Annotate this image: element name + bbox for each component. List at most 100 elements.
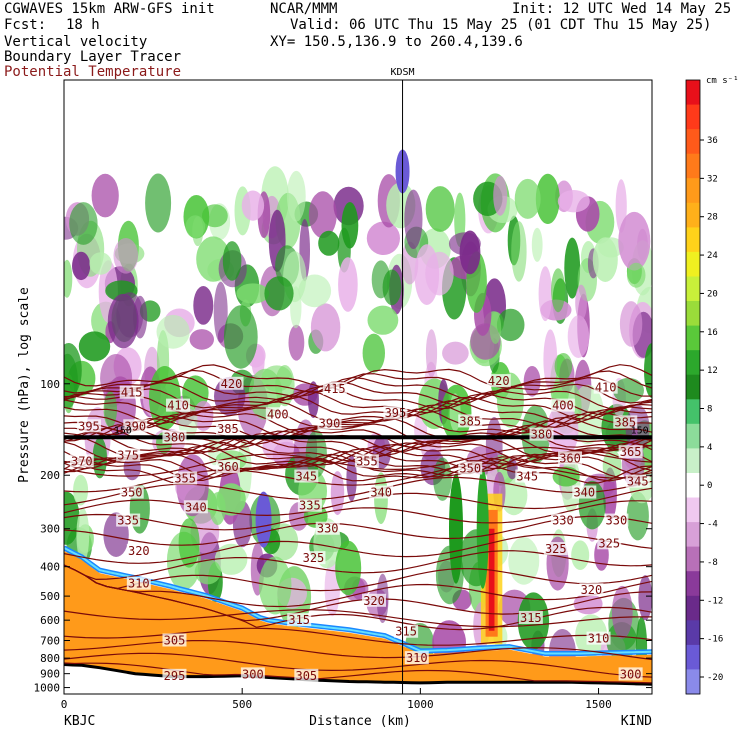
- theta-label-bg: [597, 536, 622, 550]
- forecast-label: Fcst:: [4, 17, 47, 33]
- theta-label-bg: [162, 430, 187, 444]
- velocity-cell: [425, 329, 438, 378]
- velocity-cell: [318, 230, 340, 256]
- bl-fringe-cyan: [64, 547, 652, 655]
- theta-label: 325: [598, 536, 620, 550]
- theta-label: 355: [356, 454, 378, 468]
- colorbar-segment: [686, 620, 700, 646]
- theta-label-bg: [579, 583, 604, 597]
- theta-label-bg: [586, 631, 611, 645]
- colorbar-segment: [686, 80, 700, 106]
- velocity-cell: [493, 175, 508, 216]
- theta-label-bg: [593, 380, 618, 394]
- colorbar-segment: [686, 571, 700, 597]
- theta-label-bg: [116, 513, 141, 527]
- colorbar-segment: [686, 669, 700, 695]
- colorbar-tick-label: 0: [707, 481, 712, 491]
- isentrope: [64, 375, 652, 401]
- y-tick-label: 1000: [34, 682, 61, 695]
- colorbar-segment: [686, 399, 700, 425]
- field-vertical-velocity: Vertical velocity: [4, 34, 148, 50]
- colorbar-tick-label: -20: [707, 673, 723, 683]
- velocity-cell: [213, 281, 228, 343]
- field-boundary-layer-tracer: Boundary Layer Tracer: [4, 49, 182, 65]
- theta-label: 330: [317, 522, 339, 536]
- theta-label-bg: [458, 414, 483, 428]
- theta-label-bg: [126, 576, 151, 590]
- x-axis: 0 500 1000 1500: [61, 688, 612, 711]
- theta-label-bg: [215, 460, 240, 474]
- velocity-cell: [514, 178, 541, 219]
- velocity-cell: [338, 257, 358, 312]
- colorbar-segment: [686, 497, 700, 523]
- colorbar-segment: [686, 644, 700, 670]
- y-tick-label: 600: [40, 614, 60, 627]
- velocity-cell: [638, 575, 652, 621]
- velocity-cell: [288, 324, 305, 361]
- isentrope: [64, 476, 652, 506]
- theta-label: 305: [295, 669, 317, 683]
- theta-label: 310: [128, 577, 150, 591]
- theta-label: 340: [573, 486, 595, 500]
- theta-label-bg: [162, 633, 187, 647]
- colorbar-segment: [686, 251, 700, 277]
- theta-label: 325: [545, 542, 567, 556]
- velocity-cell: [626, 491, 649, 541]
- theta-label: 375: [117, 448, 139, 462]
- theta-label: 345: [516, 470, 538, 484]
- theta-label-bg: [317, 416, 342, 430]
- velocity-cell: [64, 259, 73, 298]
- velocity-cell: [241, 190, 265, 221]
- colorbar-segment: [686, 473, 700, 499]
- theta-label-bg: [69, 454, 94, 468]
- theta-label: 385: [217, 422, 239, 436]
- theta-label-bg: [265, 407, 290, 421]
- theta-label: 330: [552, 514, 574, 528]
- station-left-label: KBJC: [64, 714, 95, 729]
- theta-label-bg: [166, 398, 191, 412]
- velocity-cell: [236, 283, 270, 304]
- valid-time: Valid: 06 UTC Thu 15 May 25 (01 CDT Thu …: [290, 17, 712, 33]
- colorbar-tick-label: 32: [707, 174, 718, 184]
- colorbar-segment: [686, 325, 700, 351]
- isentrope: [64, 420, 652, 445]
- colorbar-segment: [686, 104, 700, 130]
- theta-label: 310: [588, 632, 610, 646]
- theta-label-bg: [322, 381, 347, 395]
- ground-surface: [64, 663, 652, 686]
- velocity-cell: [551, 268, 566, 313]
- colorbar-segment: [686, 202, 700, 228]
- bl-tracer-fill: [64, 550, 652, 685]
- theta-label: 300: [620, 667, 642, 681]
- velocity-cell: [91, 173, 119, 218]
- colorbar-segment: [686, 374, 700, 400]
- model-title: CGWAVES 15km ARW-GFS init: [4, 1, 215, 17]
- theta-label: 395: [78, 419, 100, 433]
- theta-label-bg: [354, 454, 379, 468]
- y-tick-label: 300: [40, 523, 60, 536]
- init-time: Init: 12 UTC Wed 14 May 25: [512, 1, 732, 17]
- theta-label: 395: [385, 406, 407, 420]
- colorbar-segment: [686, 448, 700, 474]
- velocity-cell: [442, 341, 469, 365]
- theta-label: 365: [620, 445, 642, 459]
- velocity-cell: [113, 238, 139, 274]
- isentrope: [64, 533, 652, 564]
- theta-label-bg: [183, 500, 208, 514]
- theta-label: 340: [370, 486, 392, 500]
- theta-label-bg: [543, 542, 568, 556]
- theta-label: 390: [319, 416, 341, 430]
- colorbar-tick-label: 16: [707, 328, 718, 338]
- velocity-cell: [145, 173, 172, 233]
- velocity-cell: [189, 329, 214, 350]
- theta-label: 320: [363, 594, 385, 608]
- boundary-layer-tracer: [64, 545, 652, 694]
- theta-label-bg: [618, 667, 643, 681]
- theta-label-bg: [558, 451, 583, 465]
- colorbar-tick-label: -8: [707, 558, 718, 568]
- theta-label: 415: [121, 386, 143, 400]
- forecast-value: 18 h: [66, 17, 100, 33]
- theta-label-bg: [604, 513, 629, 527]
- theta-label: 295: [164, 669, 186, 683]
- colorbar-segment: [686, 350, 700, 376]
